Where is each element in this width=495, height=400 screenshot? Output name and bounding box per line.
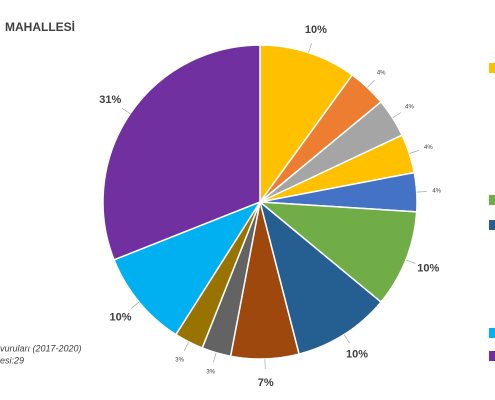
leader-line: [416, 191, 427, 193]
leader-line: [343, 334, 350, 344]
data-label: 10%: [346, 349, 368, 361]
data-label: 3%: [175, 357, 184, 363]
leader-line: [308, 43, 312, 53]
legend-swatch: [489, 195, 495, 205]
data-label: 4%: [405, 105, 414, 111]
pie-slice: [259, 44, 354, 205]
legend-swatch: [489, 351, 495, 361]
data-label: 10%: [110, 311, 132, 323]
data-label: 4%: [377, 71, 386, 77]
source-text: esi:29: [0, 355, 24, 365]
data-label: 31%: [99, 94, 121, 106]
pie-slice: [113, 200, 262, 336]
leader-line: [392, 112, 402, 119]
data-label: 4%: [424, 145, 433, 151]
source-text: vuruları (2017-2020): [0, 343, 82, 353]
chart-title: MAHALLESİ: [5, 19, 75, 34]
legend-swatch: [489, 220, 495, 230]
leader-line: [121, 107, 131, 115]
data-label: 7%: [258, 377, 274, 389]
data-label: 3%: [206, 370, 215, 376]
leader-line: [131, 301, 140, 309]
leader-line: [367, 80, 375, 88]
data-label: 4%: [432, 188, 441, 194]
legend-swatch: [489, 328, 495, 338]
legend-swatch: [489, 63, 495, 73]
leader-line: [409, 150, 419, 154]
leader-line: [213, 352, 217, 363]
data-label: 10%: [305, 24, 327, 36]
leader-line: [183, 341, 190, 351]
data-label: 10%: [417, 263, 439, 275]
leader-line: [405, 259, 416, 264]
